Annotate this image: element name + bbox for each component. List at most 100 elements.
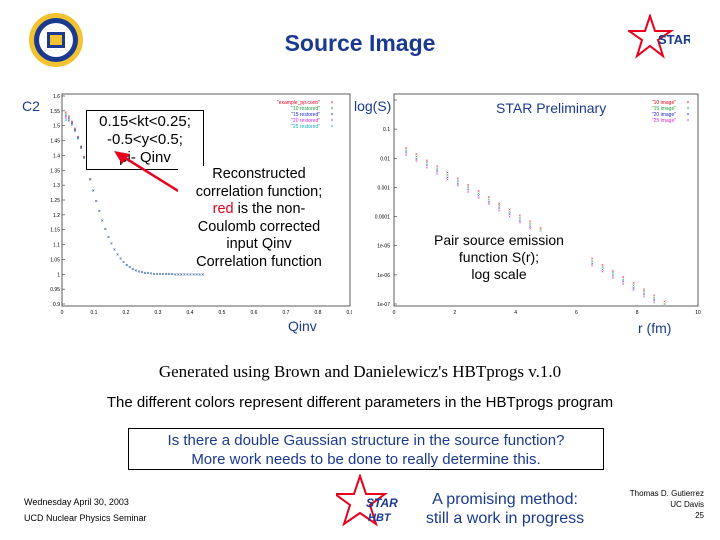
left-series-point: ×: [150, 271, 153, 276]
right-series-point: ×: [591, 258, 594, 263]
left-series-point: ×: [83, 155, 86, 160]
right-legend-entry: "10 image": [652, 100, 676, 106]
left-series-point: ×: [174, 272, 177, 277]
left-series-point: ×: [80, 145, 83, 150]
right-series-point: ×: [415, 159, 418, 164]
left-series-point: ×: [201, 272, 204, 277]
left-xtick-label: 0.8: [315, 310, 322, 316]
left-xtick-label: 0.7: [283, 310, 290, 316]
left-series-point: ×: [122, 260, 125, 265]
left-series-point: ×: [192, 272, 195, 277]
left-series-point: ×: [147, 271, 150, 276]
left-series-point: ×: [156, 271, 159, 276]
left-series-point: ×: [131, 266, 134, 271]
right-series-point: ×: [488, 199, 491, 204]
left-series-point: ×: [98, 209, 101, 214]
right-xtick-label: 0: [393, 310, 396, 316]
left-xtick-label: 0: [61, 310, 64, 316]
right-series-point: ×: [622, 279, 625, 284]
right-legend-marker: ×: [687, 100, 690, 106]
right-series-point: ×: [519, 218, 522, 223]
left-series-point: ×: [134, 268, 137, 273]
left-series-point: ×: [147, 271, 150, 276]
left-series-point: ×: [192, 272, 195, 277]
right-legend-entry: "20 image": [652, 112, 676, 118]
left-series-point: ×: [144, 270, 147, 275]
pair-line-1: Pair source emission: [434, 232, 564, 248]
right-legend-entry: "15 image": [652, 106, 676, 112]
left-series-point: ×: [104, 227, 107, 232]
left-series-point: ×: [177, 272, 180, 277]
left-series-point: ×: [68, 115, 71, 120]
left-ytick-label: 1.35: [50, 168, 60, 174]
right-series-point: ×: [498, 201, 501, 206]
right-series-point: ×: [426, 165, 429, 170]
left-legend-entry: "20 restored": [291, 118, 320, 124]
left-ytick-label: 1.55: [50, 109, 60, 115]
left-series-point: ×: [128, 265, 131, 270]
left-legend-marker: ×: [331, 106, 334, 112]
left-legend-entry: "25 restored": [291, 124, 320, 130]
right-ytick-label: 0.01: [380, 156, 390, 162]
left-series-point: ×: [128, 265, 131, 270]
page-number: 25: [695, 511, 704, 520]
right-series-point: ×: [436, 164, 439, 169]
left-series-point: ×: [74, 126, 77, 131]
left-xtick-label: 0.2: [123, 310, 130, 316]
left-series-point: ×: [125, 262, 128, 267]
right-series-point: ×: [622, 282, 625, 287]
left-series-point: ×: [113, 247, 116, 252]
left-series-point: ×: [83, 155, 86, 160]
left-series-point: ×: [134, 268, 137, 273]
left-series-point: ×: [150, 271, 153, 276]
left-series-point: ×: [107, 234, 110, 239]
left-series-point: ×: [128, 265, 131, 270]
right-series-point: ×: [446, 177, 449, 182]
annot-line-2: correlation function;: [195, 183, 323, 200]
right-ytick-label: 0.1: [383, 127, 390, 133]
right-series-point: ×: [436, 166, 439, 171]
left-series-point: ×: [122, 260, 125, 265]
footer-seminar: UCD Nuclear Physics Seminar: [24, 513, 147, 523]
right-series-point: ×: [612, 271, 615, 276]
left-series-point: ×: [98, 209, 101, 214]
left-series-point: ×: [110, 241, 113, 246]
right-ytick-label: 0.001: [377, 185, 390, 191]
left-series-point: ×: [165, 272, 168, 277]
left-series-point: ×: [71, 122, 74, 127]
right-series-point: ×: [643, 289, 646, 294]
left-series-point: ×: [153, 271, 156, 276]
right-series-point: ×: [591, 263, 594, 268]
left-series-point: ×: [159, 272, 162, 277]
left-series-point: ×: [192, 272, 195, 277]
right-series-point: ×: [653, 295, 656, 300]
question-line-1: Is there a double Gaussian structure in …: [167, 432, 565, 449]
right-series-point: ×: [612, 273, 615, 278]
right-series-point: ×: [529, 222, 532, 227]
left-series-point: ×: [201, 272, 204, 277]
right-series-point: ×: [622, 277, 625, 282]
left-series-point: ×: [162, 272, 165, 277]
slide-title: Source Image: [284, 30, 436, 56]
right-series-point: ×: [446, 175, 449, 180]
left-series-point: ×: [113, 247, 116, 252]
right-series-point: ×: [415, 154, 418, 159]
r-fm-xlabel: r (fm): [638, 320, 672, 336]
left-series-point: ×: [192, 272, 195, 277]
right-series-point: ×: [643, 287, 646, 292]
uc-seal-logo: [29, 13, 83, 67]
left-series-point: ×: [116, 252, 119, 257]
promising-method: A promising method: still a work in prog…: [410, 490, 600, 528]
left-ytick-label: 1.1: [53, 243, 60, 249]
right-legend-entry: "25 image": [652, 118, 676, 124]
left-series-point: ×: [189, 272, 192, 277]
left-series-point: ×: [141, 270, 144, 275]
right-series-point: ×: [405, 146, 408, 151]
left-series-point: ×: [159, 272, 162, 277]
left-series-point: ×: [74, 127, 77, 132]
left-series-point: ×: [180, 272, 183, 277]
left-series-point: ×: [186, 272, 189, 277]
left-series-point: ×: [156, 271, 159, 276]
left-series-point: ×: [77, 135, 80, 140]
left-series-point: ×: [131, 266, 134, 271]
